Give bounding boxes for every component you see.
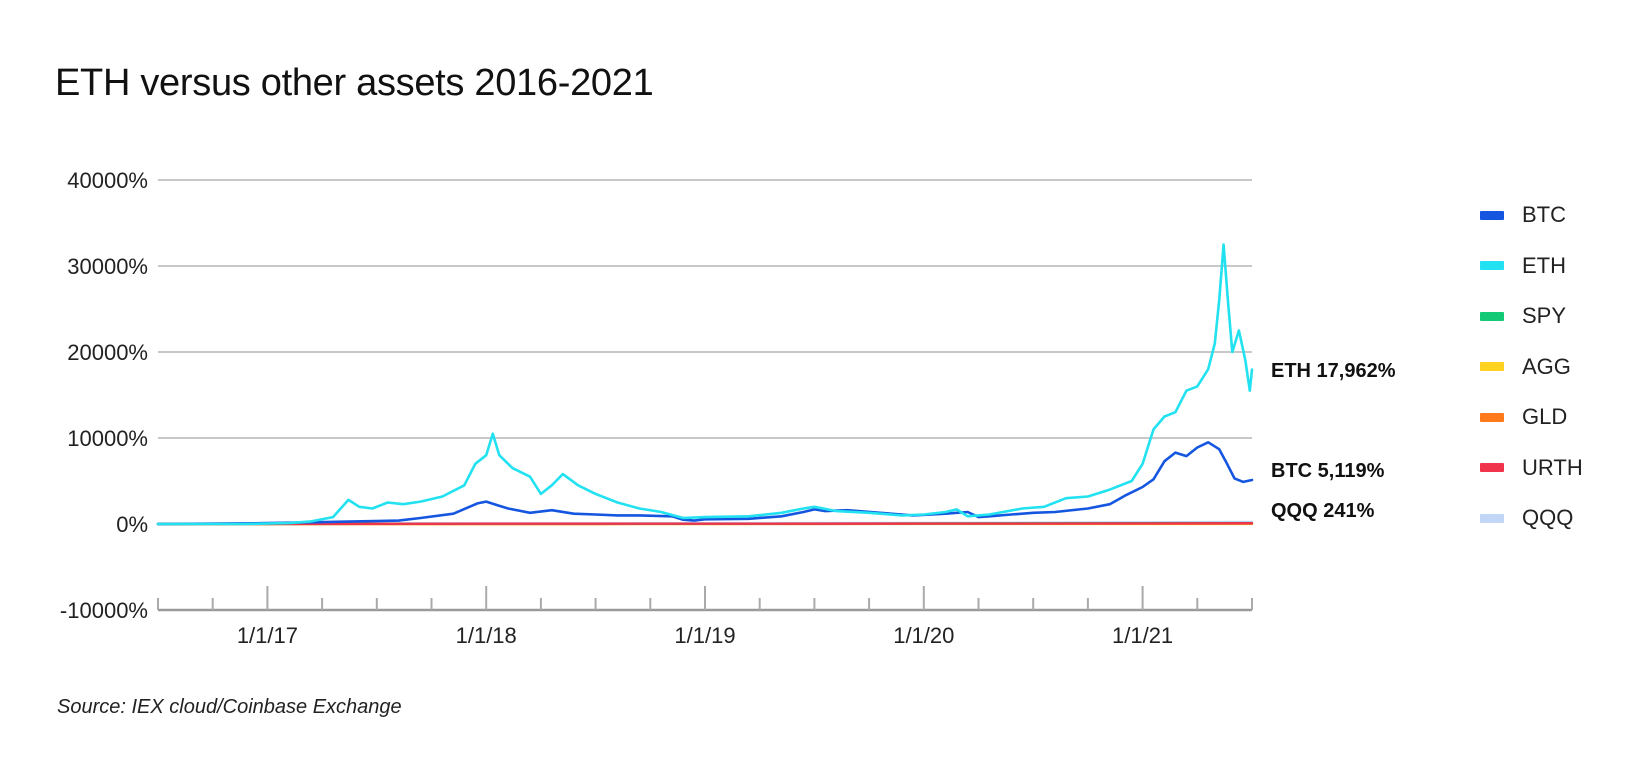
legend-item-eth: ETH [1480, 241, 1583, 292]
legend-swatch [1480, 311, 1504, 321]
series-line-btc [156, 441, 1254, 526]
legend-item-gld: GLD [1480, 392, 1583, 443]
y-axis-ticks: -10000% 0% 10000% 20000% 30000% 40000% [60, 168, 148, 623]
legend-label: GLD [1522, 404, 1568, 430]
series-lines [156, 243, 1254, 526]
y-tick-label: 40000% [67, 168, 148, 193]
end-label-qqq: QQQ 241% [1271, 500, 1375, 522]
x-tick-label: 1/1/19 [674, 623, 735, 648]
legend-label: ETH [1522, 252, 1566, 278]
legend-swatch [1480, 261, 1504, 271]
end-labels: ETH 17,962% BTC 5,119% QQQ 241% [1271, 360, 1396, 522]
y-tick-label: 30000% [67, 254, 148, 279]
end-label-btc: BTC 5,119% [1271, 460, 1385, 482]
x-tick-label: 1/1/21 [1112, 623, 1173, 648]
legend-item-btc: BTC [1480, 190, 1583, 241]
legend-label: SPY [1522, 303, 1567, 329]
y-tick-label: 0% [116, 512, 148, 537]
legend-swatch [1480, 362, 1504, 372]
y-tick-label: 20000% [67, 340, 148, 365]
chart-title: ETH versus other assets 2016-2021 [55, 62, 654, 104]
x-tick-label: 1/1/18 [456, 623, 517, 648]
legend-label: QQQ [1522, 505, 1574, 531]
legend-swatch [1480, 463, 1504, 473]
legend-swatch [1480, 210, 1504, 220]
y-tick-label: -10000% [60, 598, 148, 623]
legend-item-spy: SPY [1480, 291, 1583, 342]
gridlines [158, 179, 1252, 612]
legend: BTC ETH SPY AGG GLD URTH QQQ [1480, 190, 1583, 544]
source-note: Source: IEX cloud/Coinbase Exchange [57, 696, 402, 718]
legend-label: AGG [1522, 353, 1571, 379]
x-tick-label: 1/1/20 [893, 623, 954, 648]
legend-swatch [1480, 412, 1504, 422]
legend-item-qqq: QQQ [1480, 493, 1583, 544]
y-tick-label: 10000% [67, 426, 148, 451]
x-tick-label: 1/1/17 [237, 623, 298, 648]
legend-item-agg: AGG [1480, 342, 1583, 393]
x-axis: 1/1/17 1/1/18 1/1/19 1/1/20 1/1/21 [157, 586, 1253, 648]
series-line-eth [156, 243, 1254, 526]
legend-label: URTH [1522, 454, 1583, 480]
end-label-eth: ETH 17,962% [1271, 360, 1396, 382]
legend-swatch [1480, 513, 1504, 523]
legend-label: BTC [1522, 202, 1566, 228]
legend-item-urth: URTH [1480, 443, 1583, 494]
